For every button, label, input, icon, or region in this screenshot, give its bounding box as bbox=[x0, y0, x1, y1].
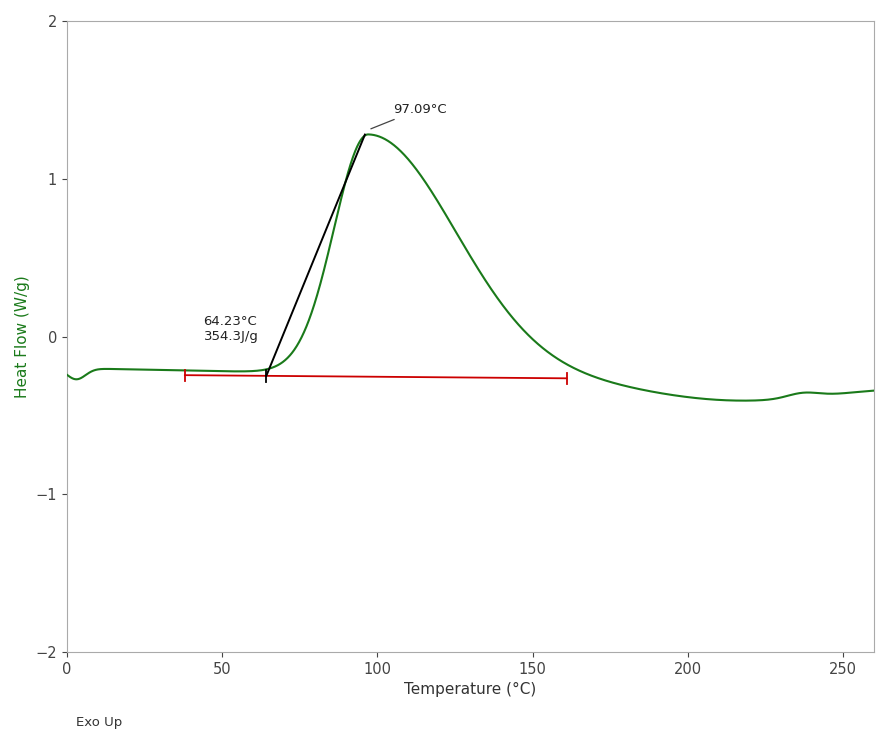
Y-axis label: Heat Flow (W/g): Heat Flow (W/g) bbox=[15, 275, 30, 398]
Text: 64.23°C
354.3J/g: 64.23°C 354.3J/g bbox=[204, 315, 259, 343]
Text: Exo Up: Exo Up bbox=[76, 716, 122, 729]
Text: 97.09°C: 97.09°C bbox=[371, 102, 447, 129]
X-axis label: Temperature (°C): Temperature (°C) bbox=[404, 683, 537, 697]
